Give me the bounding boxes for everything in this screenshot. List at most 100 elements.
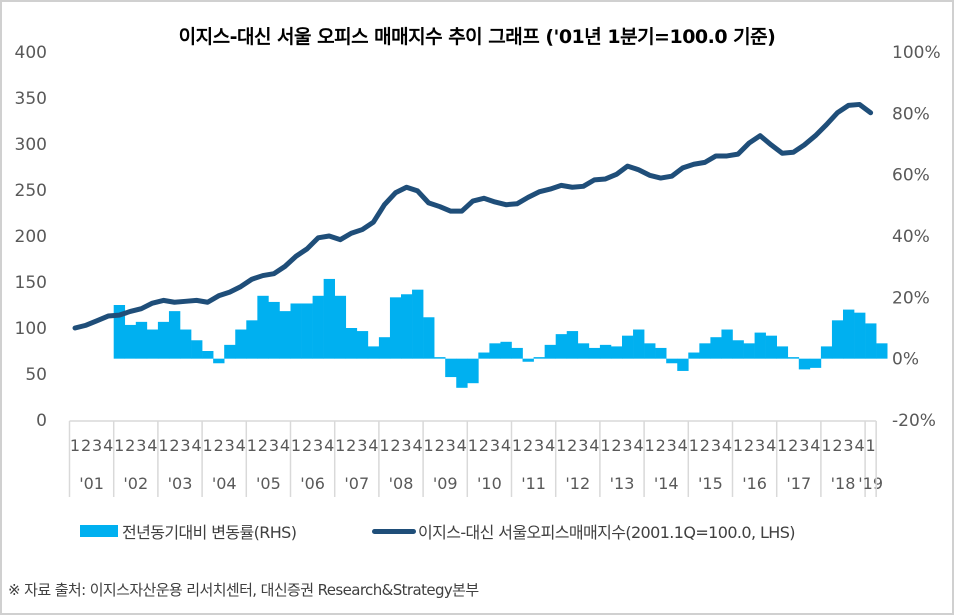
legend-swatch-line bbox=[372, 528, 416, 534]
bar bbox=[820, 346, 833, 359]
bar bbox=[865, 323, 877, 359]
quarter-tick-label: 1 bbox=[777, 436, 787, 455]
quarter-tick-label: 4 bbox=[236, 436, 246, 455]
left-tick-label: 50 bbox=[25, 365, 47, 385]
legend-item-line: 이지스-대신 서울오피스매매지수(2001.1Q=100.0, LHS) bbox=[372, 519, 795, 543]
quarter-tick-label: 3 bbox=[92, 436, 102, 455]
year-tick-label: '01 bbox=[79, 474, 104, 493]
bar bbox=[787, 357, 800, 359]
quarter-tick-label: 3 bbox=[755, 436, 765, 455]
bar bbox=[699, 343, 711, 359]
right-axis: -20% 0% 20% 40% 60% 80% 100% bbox=[892, 43, 941, 431]
bar bbox=[323, 278, 335, 359]
bar bbox=[191, 340, 203, 359]
quarter-tick-label: 1 bbox=[512, 436, 522, 455]
source-note: ※ 자료 출처: 이지스자산운용 리서치센터, 대신증권 Research&St… bbox=[8, 581, 479, 599]
bar bbox=[301, 303, 313, 359]
quarter-tick-label: 4 bbox=[457, 436, 467, 455]
quarter-tick-label: 3 bbox=[534, 436, 544, 455]
right-tick-label: 0% bbox=[892, 350, 919, 370]
legend-label-bar: 전년동기대비 변동률(RHS) bbox=[122, 523, 297, 542]
quarter-tick-label: 2 bbox=[214, 436, 224, 455]
bar bbox=[180, 329, 192, 359]
quarter-tick-label: 4 bbox=[412, 436, 422, 455]
bar bbox=[367, 346, 380, 359]
quarter-tick-label: 4 bbox=[147, 436, 157, 455]
year-tick-label: '08 bbox=[389, 474, 414, 493]
quarter-tick-label: 3 bbox=[446, 436, 456, 455]
quarter-tick-label: 1 bbox=[468, 436, 478, 455]
bar-series bbox=[113, 278, 888, 388]
bar bbox=[854, 312, 866, 359]
line-series bbox=[72, 101, 874, 331]
left-tick-label: 350 bbox=[15, 89, 47, 109]
right-tick-label: 100% bbox=[892, 43, 941, 63]
bar bbox=[290, 303, 302, 359]
bar bbox=[146, 329, 159, 359]
quarter-tick-label: 3 bbox=[490, 436, 500, 455]
bar bbox=[378, 337, 391, 359]
quarter-tick-label: 2 bbox=[435, 436, 445, 455]
quarter-tick-label: 1 bbox=[556, 436, 566, 455]
bar bbox=[467, 358, 479, 384]
bar bbox=[809, 358, 822, 368]
right-tick-label: -20% bbox=[892, 411, 936, 431]
bar bbox=[655, 347, 667, 359]
bar bbox=[577, 343, 590, 359]
bar bbox=[511, 347, 523, 359]
bar bbox=[423, 317, 435, 359]
year-tick-label: '05 bbox=[256, 474, 281, 493]
quarter-tick-label: 4 bbox=[501, 436, 511, 455]
bar bbox=[224, 344, 236, 359]
quarter-tick-label: 2 bbox=[656, 436, 666, 455]
left-tick-label: 400 bbox=[15, 43, 47, 63]
quarter-tick-label: 3 bbox=[225, 436, 235, 455]
left-tick-label: 0 bbox=[36, 411, 47, 431]
quarter-tick-label: 4 bbox=[589, 436, 599, 455]
bar bbox=[168, 311, 181, 359]
bar bbox=[312, 295, 324, 359]
quarter-tick-label: 2 bbox=[258, 436, 268, 455]
year-tick-label: '11 bbox=[521, 474, 546, 493]
quarter-tick-label: 4 bbox=[280, 436, 290, 455]
quarter-tick-label: 1 bbox=[821, 436, 831, 455]
x-axis: 1 2 3 4'011 2 3 4'021 2 3 4'031 2 3 4'041 2 3 4'051 2 3 4'… bbox=[68, 420, 883, 497]
bar bbox=[257, 295, 269, 359]
quarter-tick-label: 1 bbox=[158, 436, 168, 455]
quarter-tick-label: 2 bbox=[169, 436, 179, 455]
left-tick-label: 250 bbox=[15, 181, 47, 201]
quarter-tick-label: 2 bbox=[567, 436, 577, 455]
left-axis: 0 50 100 150 200 250 300 350 400 bbox=[15, 43, 47, 431]
right-tick-label: 20% bbox=[892, 288, 930, 308]
bar bbox=[633, 329, 645, 359]
left-tick-label: 200 bbox=[15, 227, 47, 247]
bar bbox=[599, 344, 612, 359]
bar bbox=[345, 328, 358, 359]
bar bbox=[456, 358, 468, 388]
bar bbox=[434, 357, 446, 359]
bar bbox=[754, 332, 766, 359]
year-tick-label: '06 bbox=[300, 474, 325, 493]
bar bbox=[157, 321, 170, 359]
bar bbox=[279, 311, 291, 359]
bar bbox=[721, 329, 733, 359]
bar bbox=[798, 358, 811, 370]
year-tick-label: '12 bbox=[565, 474, 590, 493]
quarter-tick-label: 2 bbox=[346, 436, 356, 455]
bar bbox=[677, 358, 689, 371]
bar bbox=[533, 357, 545, 359]
bar bbox=[356, 331, 369, 359]
year-tick-label: '02 bbox=[123, 474, 148, 493]
right-tick-label: 80% bbox=[892, 104, 930, 124]
quarter-tick-label: 3 bbox=[136, 436, 146, 455]
bar bbox=[202, 351, 214, 359]
bar bbox=[622, 335, 634, 359]
bar bbox=[445, 358, 457, 378]
chart-title: 이지스-대신 서울 오피스 매매지수 추이 그래프 ('01년 1분기=100.… bbox=[178, 26, 776, 48]
quarter-tick-label: 1 bbox=[379, 436, 389, 455]
quarter-tick-label: 3 bbox=[843, 436, 853, 455]
bar bbox=[566, 331, 579, 359]
right-tick-label: 60% bbox=[892, 166, 930, 186]
quarter-tick-label: 1 bbox=[689, 436, 699, 455]
